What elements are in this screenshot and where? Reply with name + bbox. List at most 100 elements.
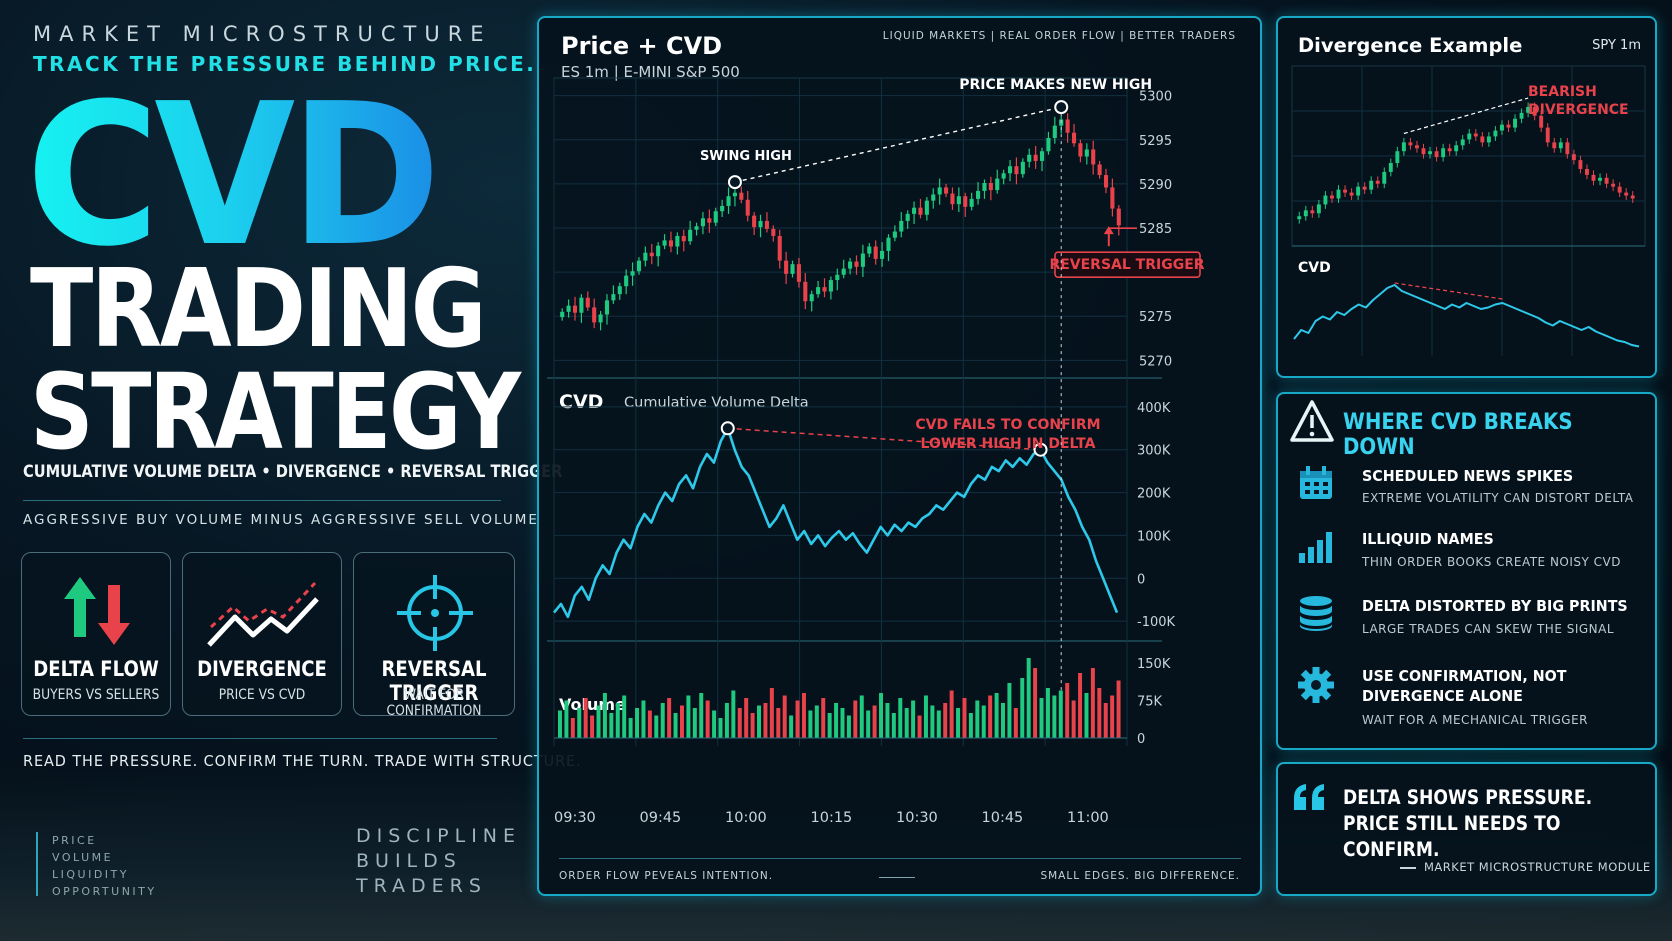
- price-candle: [1369, 180, 1374, 190]
- price-candle: [739, 192, 744, 200]
- price-cvd-volume-chart: 5300529552905285528052755270SWING HIGHPR…: [547, 77, 1205, 826]
- price-candle: [1441, 148, 1446, 158]
- volume-pane-label: Volume: [559, 695, 626, 714]
- volume-bar: [673, 713, 678, 738]
- price-candle: [1362, 186, 1367, 190]
- breakdown-title: WHERE CVD BREAKS DOWN: [1343, 410, 1573, 460]
- volume-bar: [801, 693, 806, 738]
- y-tick-label: 5275: [1139, 310, 1172, 325]
- cvd-pane-sublabel: Cumulative Volume Delta: [624, 395, 809, 411]
- volume-bar: [962, 698, 967, 738]
- price-candle: [1039, 151, 1045, 161]
- price-candle: [630, 271, 635, 276]
- price-candle: [1103, 175, 1109, 188]
- price-candle: [1539, 115, 1544, 128]
- price-candle: [1033, 154, 1038, 161]
- breakdown-item-sub: LARGE TRADES CAN SKEW THE SIGNAL: [1362, 622, 1615, 636]
- volume-bar: [808, 710, 813, 738]
- price-candle: [880, 250, 885, 259]
- breakdown-item-sub: THIN ORDER BOOKS CREATE NOISY CVD: [1362, 555, 1622, 569]
- price-candle: [937, 187, 942, 195]
- volume-bar: [821, 698, 826, 738]
- price-candle: [713, 211, 718, 223]
- volume-bar: [622, 695, 627, 738]
- volume-bar: [570, 718, 575, 738]
- y-tick-label: 400K: [1137, 401, 1171, 416]
- volume-bar: [879, 693, 884, 738]
- price-candle: [892, 231, 897, 238]
- volume-bar: [923, 695, 928, 738]
- volume-bar: [1103, 703, 1108, 738]
- annotation-swing-high: SWING HIGH: [700, 149, 792, 164]
- cvd-line-series: [1293, 284, 1640, 348]
- price-candle: [1473, 133, 1478, 137]
- feature-title: DIVERGENCE: [197, 657, 327, 681]
- volume-bar: [583, 698, 588, 738]
- price-candle: [1343, 189, 1347, 193]
- price-candle: [931, 194, 936, 201]
- price-candle: [1116, 208, 1121, 226]
- volume-bar: [968, 713, 973, 738]
- price-candle: [918, 207, 923, 215]
- price-candle: [1460, 139, 1465, 146]
- higher-high-line: [734, 106, 1062, 183]
- volume-bar: [686, 695, 691, 738]
- warning-icon: [1290, 400, 1334, 442]
- volume-bar: [859, 695, 864, 738]
- price-candle: [758, 220, 763, 228]
- volume-bar: [731, 690, 736, 738]
- price-candle: [1486, 136, 1491, 143]
- breakdown-item-title: DELTA DISTORTED BY BIG PRINTS: [1362, 597, 1628, 615]
- price-candle: [1558, 142, 1563, 149]
- footer-left-text: ORDER FLOW PEVEALS INTENTION.: [559, 870, 774, 882]
- volume-bar: [660, 703, 665, 738]
- volume-bar: [936, 710, 941, 738]
- slogan-line: TRADERS: [356, 875, 487, 897]
- feature-subtitle: PRICE VS CVD: [218, 687, 306, 703]
- y-tick-label: 150K: [1137, 657, 1171, 672]
- price-candle: [656, 245, 661, 257]
- price-candle: [905, 213, 910, 221]
- price-candle: [1421, 148, 1426, 155]
- volume-bar: [975, 700, 980, 738]
- volume-bar: [1001, 703, 1005, 738]
- volume-bar: [635, 708, 640, 738]
- calendar-icon: [1300, 466, 1332, 499]
- volume-bar: [596, 705, 601, 738]
- volume-bar: [718, 718, 723, 738]
- divergence-lines-icon: [207, 581, 319, 647]
- annotation-new-high: PRICE MAKES NEW HIGH: [959, 77, 1152, 93]
- volume-bar: [834, 703, 839, 738]
- price-candle: [1624, 192, 1629, 196]
- price-candle: [1007, 166, 1013, 174]
- volume-bar: [602, 693, 607, 738]
- price-candle: [950, 193, 955, 205]
- price-candle: [771, 228, 776, 236]
- volume-bar: [628, 718, 633, 738]
- price-candle: [732, 192, 737, 197]
- slogan-line: BUILDS: [356, 850, 462, 872]
- chart-subtitle: ES 1m | E-MINI S&P 500: [561, 63, 740, 81]
- y-tick-label: 5285: [1139, 222, 1172, 237]
- price-candle: [809, 294, 814, 302]
- price-candle: [636, 260, 642, 272]
- x-tick-label: 10:45: [982, 810, 1024, 826]
- price-candle: [1493, 130, 1498, 137]
- price-candle: [566, 305, 571, 312]
- price-candle: [1297, 216, 1302, 220]
- definition-tagline: AGGRESSIVE BUY VOLUME MINUS AGGRESSIVE S…: [23, 512, 539, 528]
- volume-bar: [1071, 700, 1076, 738]
- hero-title-strategy: STRATEGY: [30, 351, 521, 473]
- volume-bar: [558, 710, 562, 738]
- volume-bar: [1090, 668, 1095, 738]
- y-tick-label: 300K: [1137, 444, 1171, 459]
- higher-high-line: [1403, 97, 1529, 135]
- volume-bar: [577, 708, 582, 738]
- volume-bar: [679, 705, 684, 738]
- breakdown-item-sub: EXTREME VOLATILITY CAN DISTORT DELTA: [1362, 491, 1634, 505]
- volume-bar: [712, 710, 717, 738]
- price-candle: [1323, 195, 1328, 205]
- volume-bar: [647, 710, 652, 738]
- volume-bar: [917, 715, 922, 738]
- price-candle: [976, 190, 981, 199]
